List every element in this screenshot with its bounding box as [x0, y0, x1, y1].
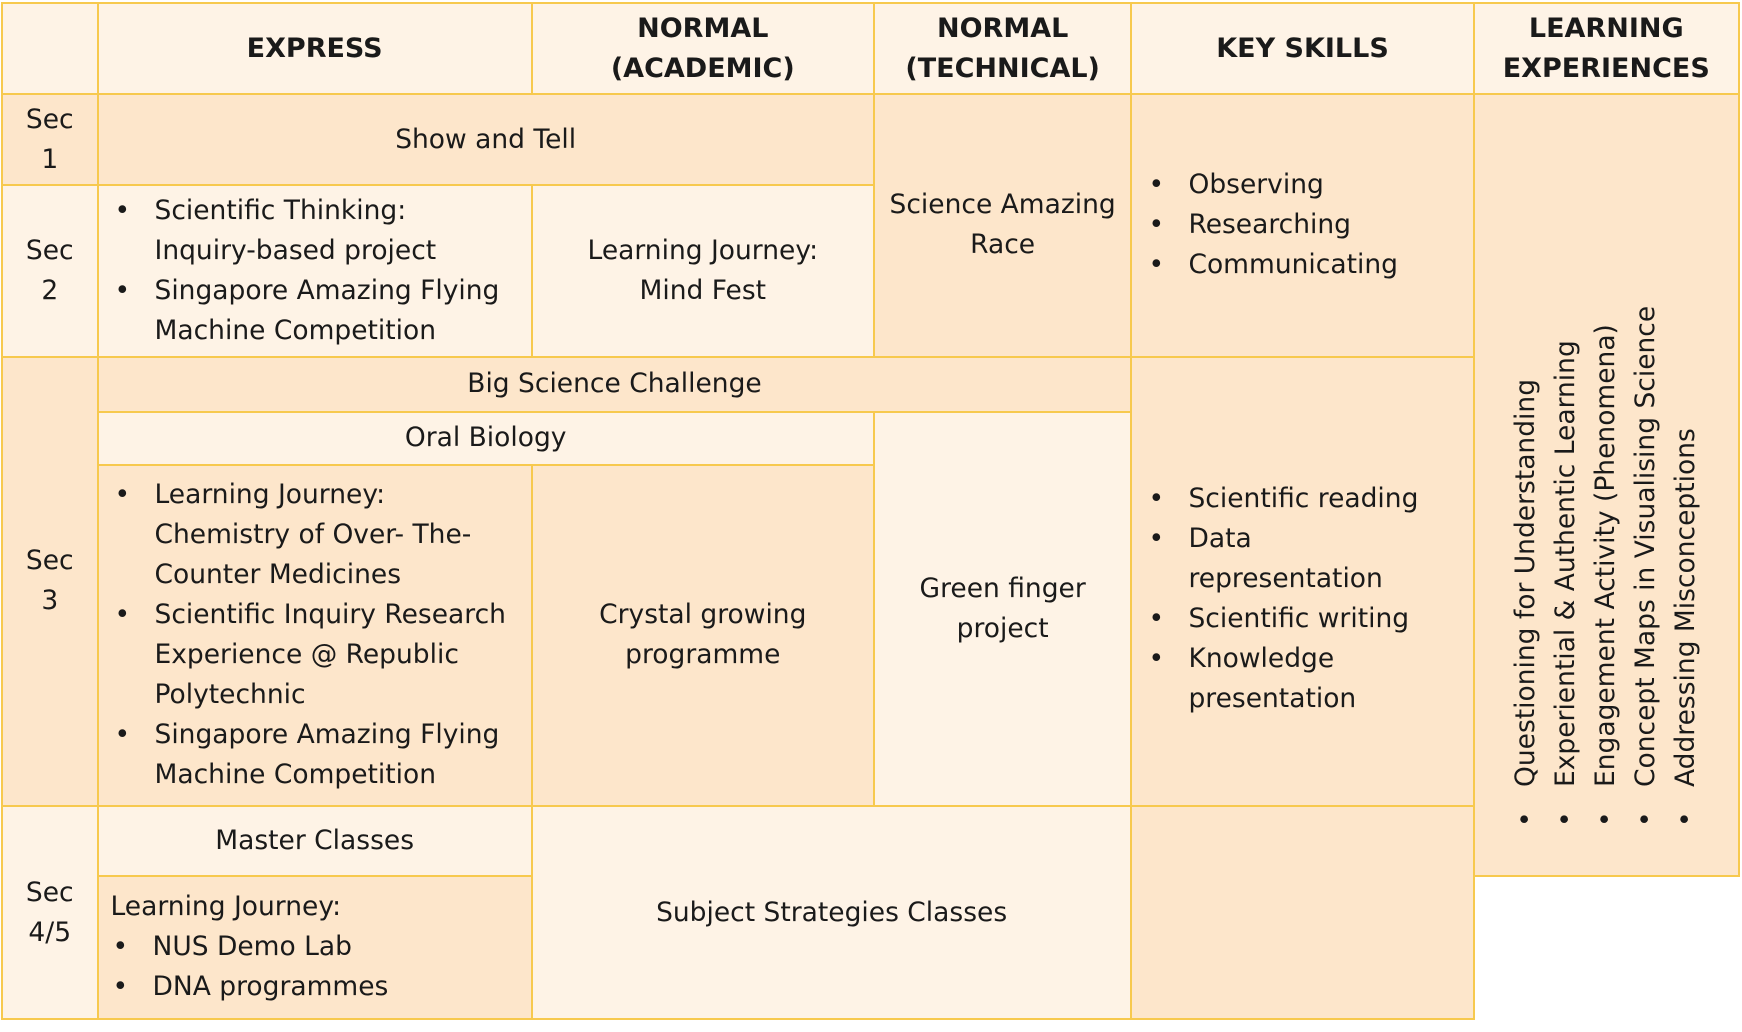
cell-line: Learning Journey: [587, 235, 819, 267]
sec2-express-list: Scientific Thinking: Inquiry-based proje… [107, 191, 523, 351]
list-item: Data representation [1148, 519, 1464, 599]
cell-line: programme [625, 639, 781, 671]
list-item: Scientific Inquiry Research Experience @… [114, 595, 523, 715]
level-sec1: Sec 1 [1, 93, 99, 187]
level-sec45: Sec 4/5 [1, 805, 99, 1020]
list-item: Singapore Amazing Flying Machine Competi… [114, 271, 523, 351]
learning-journey-mind-fest-cell: Learning Journey: Mind Fest [530, 184, 875, 358]
list-item: Scientific Thinking: Inquiry-based proje… [114, 191, 523, 271]
sec45-lj-list: NUS Demo Lab DNA programmes [105, 927, 523, 1007]
item-line: Scientific Inquiry Research [154, 599, 506, 631]
item-line: Counter Medicines [154, 559, 402, 591]
item-line: Knowledge [1188, 643, 1335, 675]
list-item: Experiential & Authentic Learning [1546, 135, 1586, 787]
show-and-tell-cell: Show and Tell [96, 93, 875, 187]
learning-experiences-list: Questioning for Understanding Experienti… [1506, 135, 1706, 835]
list-item: Engagement Activity (Phenomena) [1586, 135, 1626, 787]
item-line: Machine Competition [154, 759, 437, 791]
item-line: Experience @ Republic [154, 639, 459, 671]
learning-experiences-cell: Questioning for Understanding Experienti… [1472, 93, 1741, 877]
item-line: presentation [1188, 683, 1357, 715]
level-sec2: Sec 2 [1, 184, 99, 358]
header-line: EXPERIENCES [1502, 52, 1710, 84]
corner-cell [1, 1, 99, 96]
list-item: Communicating [1148, 245, 1464, 285]
green-finger-cell: Green finger project [872, 410, 1133, 808]
item-line: Scientific Thinking: [154, 195, 407, 227]
item-line: Scientific writing [1188, 603, 1410, 635]
cell-line: Green finger [919, 572, 1086, 604]
cell-line: Mind Fest [639, 275, 767, 307]
level-line: Sec [25, 235, 74, 267]
list-item: Questioning for Understanding [1506, 135, 1546, 787]
sec45-lj-lead: Learning Journey: [110, 891, 342, 923]
item-line: Polytechnic [154, 679, 306, 711]
item-line: Learning Journey: [154, 479, 386, 511]
header-normal-technical: NORMAL (TECHNICAL) [872, 1, 1133, 96]
header-express: EXPRESS [96, 1, 533, 96]
cell-line: project [956, 612, 1049, 644]
list-item: Scientific reading [1148, 479, 1464, 519]
cell-line: Race [970, 229, 1036, 261]
item-line: Scientific reading [1188, 483, 1419, 515]
key-skills-lower-list: Observing Researching Communicating [1140, 165, 1464, 285]
level-line: 2 [41, 275, 59, 307]
key-skills-upper-list: Scientific reading Data representation S… [1140, 479, 1464, 719]
item-line: Chemistry of Over- The- [154, 519, 472, 551]
level-line: Sec [25, 545, 74, 577]
list-item: Concept Maps in Visualising Science [1626, 135, 1666, 787]
header-normal-academic: NORMAL (ACADEMIC) [530, 1, 875, 96]
list-item: Observing [1148, 165, 1464, 205]
item-line: Singapore Amazing Flying [154, 275, 500, 307]
science-amazing-race-cell: Science Amazing Race [872, 93, 1133, 358]
cell-line: Science Amazing [889, 189, 1116, 221]
list-item: Researching [1148, 205, 1464, 245]
list-item: Scientific writing [1148, 599, 1464, 639]
big-science-challenge-cell: Big Science Challenge [96, 355, 1133, 413]
header-line: (TECHNICAL) [905, 52, 1100, 84]
level-line: Sec [25, 103, 74, 135]
item-line: representation [1188, 563, 1383, 595]
list-item: NUS Demo Lab [112, 927, 523, 967]
master-classes-cell: Master Classes [96, 805, 533, 877]
header-key-skills: KEY SKILLS [1130, 1, 1475, 96]
key-skills-upper-cell: Scientific reading Data representation S… [1130, 355, 1475, 808]
subject-strategies-cell: Subject Strategies Classes [530, 805, 1133, 1020]
item-line: Machine Competition [154, 315, 437, 347]
sec3-express-list: Learning Journey: Chemistry of Over- The… [107, 475, 523, 795]
list-item: Addressing Misconceptions [1666, 135, 1706, 787]
learning-experiences-rotated: Questioning for Understanding Experienti… [1506, 135, 1706, 835]
level-sec3: Sec 3 [1, 355, 99, 808]
learning-experiences-wrap: Questioning for Understanding Experienti… [1475, 95, 1738, 875]
sec3-express-cell: Learning Journey: Chemistry of Over- The… [96, 463, 533, 808]
level-line: 1 [41, 143, 59, 175]
header-line: NORMAL [637, 12, 769, 44]
cell-line: Crystal growing [599, 599, 807, 631]
level-line: 4/5 [28, 916, 72, 948]
list-item: Learning Journey: Chemistry of Over- The… [114, 475, 523, 595]
item-line: Singapore Amazing Flying [154, 719, 500, 751]
header-line: (ACADEMIC) [610, 52, 795, 84]
header-line: LEARNING [1528, 12, 1684, 44]
level-line: Sec [25, 876, 74, 908]
key-skills-filler-cell [1130, 806, 1475, 1020]
crystal-growing-cell: Crystal growing programme [530, 463, 875, 808]
item-line: Data [1188, 523, 1252, 555]
header-line: NORMAL [936, 12, 1069, 44]
list-item: DNA programmes [112, 967, 523, 1007]
sec45-express-cell: Learning Journey: NUS Demo Lab DNA progr… [96, 874, 533, 1021]
level-line: 3 [41, 585, 59, 617]
item-line: Inquiry-based project [154, 235, 437, 267]
sec2-express-cell: Scientific Thinking: Inquiry-based proje… [96, 184, 533, 358]
list-item: Knowledge presentation [1148, 639, 1464, 719]
header-learning-experiences: LEARNING EXPERIENCES [1472, 1, 1741, 96]
oral-biology-cell: Oral Biology [96, 410, 875, 466]
list-item: Singapore Amazing Flying Machine Competi… [114, 715, 523, 795]
key-skills-lower-cell: Observing Researching Communicating [1130, 93, 1475, 358]
